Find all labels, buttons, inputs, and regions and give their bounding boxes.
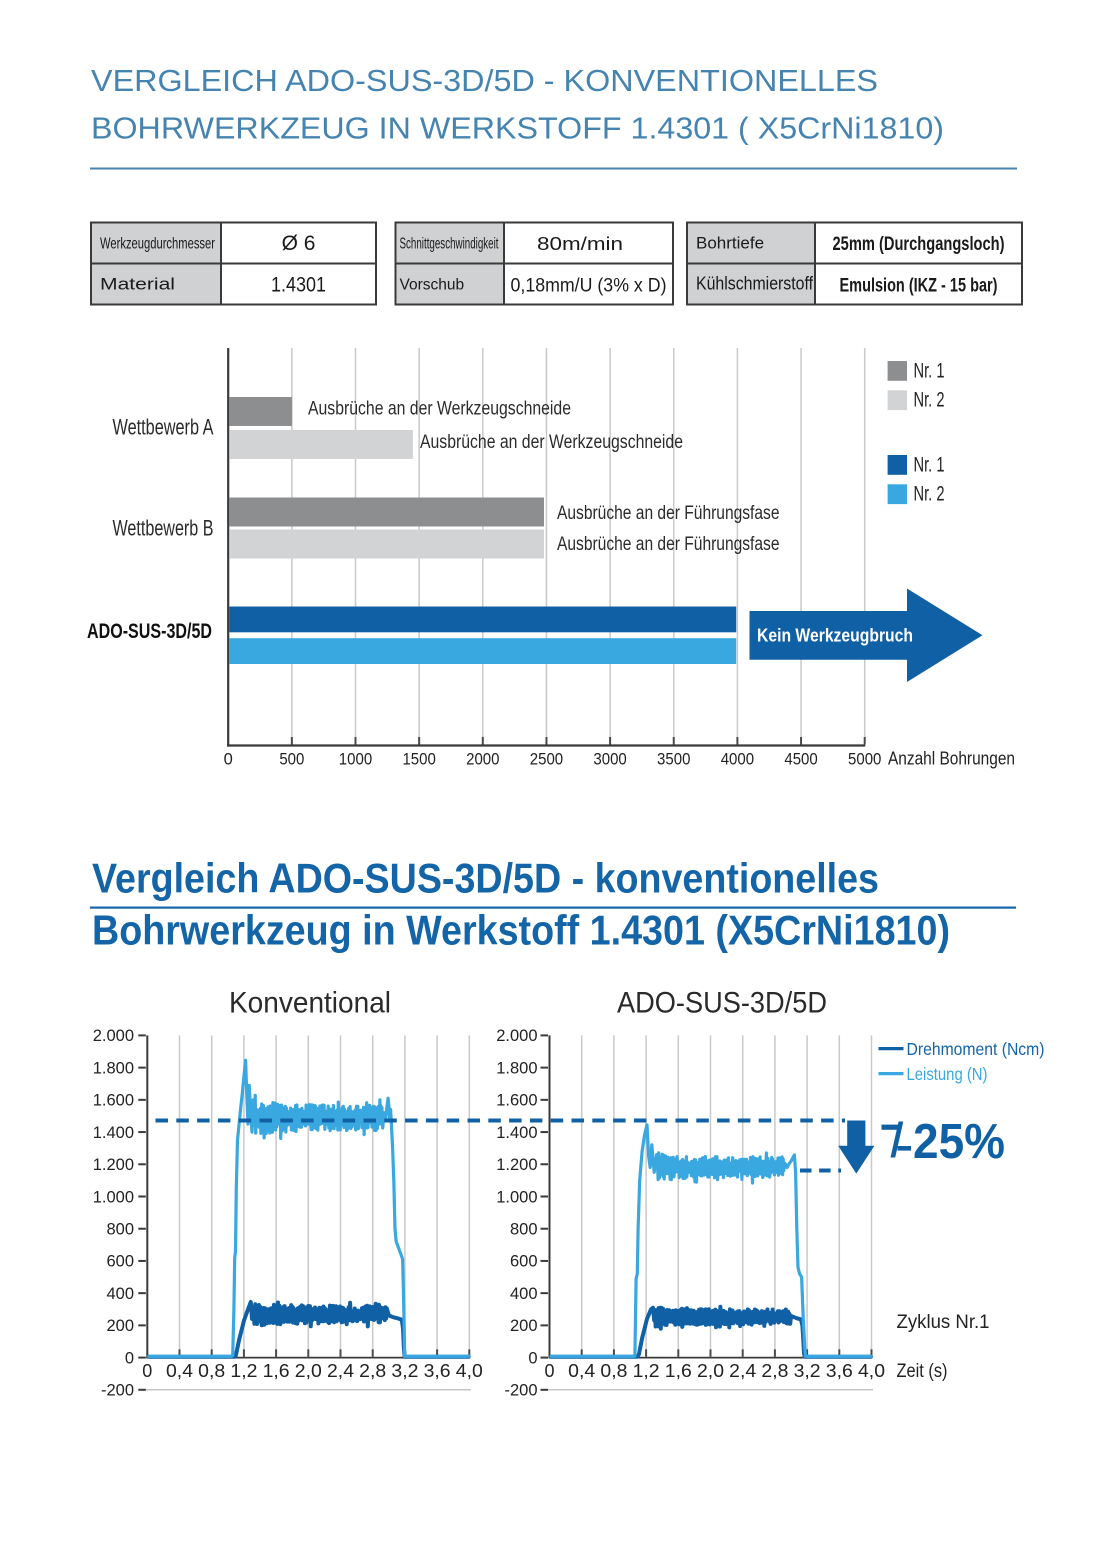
- svg-text:4,0: 4,0: [858, 1361, 885, 1381]
- svg-text:2.000: 2.000: [93, 1027, 134, 1045]
- svg-text:2000: 2000: [466, 751, 499, 769]
- svg-text:Anzahl Bohrungen: Anzahl Bohrungen: [888, 749, 1015, 769]
- svg-text:500: 500: [279, 751, 304, 769]
- svg-text:400: 400: [106, 1285, 134, 1303]
- svg-text:1.600: 1.600: [93, 1092, 134, 1110]
- svg-text:600: 600: [510, 1253, 538, 1271]
- svg-text:1,6: 1,6: [665, 1361, 692, 1381]
- svg-text:25%: 25%: [913, 1115, 1005, 1169]
- svg-text:Bohrwerkzeug in Werkstoff 1.43: Bohrwerkzeug in Werkstoff 1.4301 (X5CrNi…: [92, 906, 950, 953]
- svg-text:1,2: 1,2: [633, 1361, 660, 1381]
- svg-text:Werkzeugdurchmesser: Werkzeugdurchmesser: [100, 236, 215, 253]
- svg-text:1,2: 1,2: [230, 1361, 257, 1381]
- svg-text:Ø 6: Ø 6: [282, 232, 316, 255]
- svg-text:ADO-SUS-3D/5D: ADO-SUS-3D/5D: [87, 620, 212, 643]
- svg-text:1500: 1500: [402, 751, 435, 769]
- svg-text:0: 0: [528, 1349, 537, 1367]
- svg-text:Drehmoment (Ncm): Drehmoment (Ncm): [907, 1039, 1045, 1059]
- svg-text:-200: -200: [504, 1382, 537, 1400]
- svg-text:1.800: 1.800: [93, 1059, 134, 1077]
- svg-text:5000: 5000: [848, 751, 881, 769]
- svg-text:Konventional: Konventional: [229, 986, 391, 1019]
- svg-text:1.200: 1.200: [496, 1156, 537, 1174]
- svg-text:2,0: 2,0: [697, 1361, 724, 1381]
- svg-text:Ausbrüche an der Werkzeugschne: Ausbrüche an der Werkzeugschneide: [420, 432, 683, 453]
- svg-text:Ausbrüche an der Führungsfase: Ausbrüche an der Führungsfase: [557, 503, 780, 524]
- svg-text:Bohrtiefe: Bohrtiefe: [696, 234, 764, 253]
- svg-text:0: 0: [142, 1361, 152, 1381]
- svg-text:Zeit (s): Zeit (s): [897, 1361, 948, 1382]
- svg-text:200: 200: [106, 1317, 134, 1335]
- svg-text:ADO-SUS-3D/5D: ADO-SUS-3D/5D: [617, 986, 827, 1019]
- svg-text:3,2: 3,2: [391, 1361, 418, 1381]
- svg-text:600: 600: [106, 1253, 134, 1271]
- svg-text:2,4: 2,4: [327, 1361, 354, 1381]
- svg-text:4000: 4000: [721, 751, 754, 769]
- svg-text:4,0: 4,0: [456, 1361, 483, 1381]
- svg-text:VERGLEICH ADO-SUS-3D/5D - KONV: VERGLEICH ADO-SUS-3D/5D - KONVENTIONELLE…: [91, 63, 878, 98]
- svg-text:3,6: 3,6: [424, 1361, 451, 1381]
- svg-text:2,0: 2,0: [295, 1361, 322, 1381]
- svg-text:3500: 3500: [657, 751, 690, 769]
- svg-text:1.200: 1.200: [93, 1156, 134, 1174]
- svg-text:Material: Material: [100, 275, 175, 294]
- svg-text:1000: 1000: [339, 751, 372, 769]
- svg-text:0,18mm/U (3% x D): 0,18mm/U (3% x D): [511, 276, 667, 297]
- svg-text:Kein Werkzeugbruch: Kein Werkzeugbruch: [757, 625, 913, 646]
- svg-text:0,4: 0,4: [166, 1361, 193, 1381]
- svg-text:-200: -200: [101, 1382, 134, 1400]
- svg-text:Nr. 2: Nr. 2: [914, 483, 945, 506]
- svg-text:BOHRWERKZEUG IN WERKSTOFF 1.43: BOHRWERKZEUG IN WERKSTOFF 1.4301 ( X5CrN…: [91, 111, 944, 146]
- svg-text:Wettbewerb A: Wettbewerb A: [113, 415, 214, 440]
- svg-text:3000: 3000: [593, 751, 626, 769]
- svg-text:80m/min: 80m/min: [537, 233, 623, 254]
- svg-text:1.600: 1.600: [496, 1092, 537, 1110]
- svg-text:Nr. 2: Nr. 2: [914, 389, 945, 412]
- svg-text:800: 800: [106, 1221, 134, 1239]
- svg-text:Wettbewerb B: Wettbewerb B: [113, 516, 214, 541]
- svg-text:Kühlschmierstoff: Kühlschmierstoff: [696, 274, 814, 294]
- svg-text:1.000: 1.000: [93, 1188, 134, 1206]
- svg-text:Emulsion (IKZ - 15 bar): Emulsion (IKZ - 15 bar): [840, 276, 998, 297]
- svg-text:0,8: 0,8: [198, 1361, 225, 1381]
- svg-text:1.400: 1.400: [93, 1124, 134, 1142]
- svg-text:2.000: 2.000: [496, 1027, 537, 1045]
- svg-text:2500: 2500: [530, 751, 563, 769]
- svg-text:Leistung (N): Leistung (N): [907, 1064, 988, 1084]
- svg-text:Ausbrüche an der Führungsfase: Ausbrüche an der Führungsfase: [557, 534, 780, 555]
- svg-text:0,4: 0,4: [568, 1361, 595, 1381]
- svg-text:2,4: 2,4: [729, 1361, 756, 1381]
- svg-text:0: 0: [544, 1361, 554, 1381]
- svg-text:2,8: 2,8: [359, 1361, 386, 1381]
- svg-text:Schnittgeschwindigkeit: Schnittgeschwindigkeit: [400, 236, 499, 253]
- svg-text:1.4301: 1.4301: [271, 274, 326, 297]
- svg-text:Nr. 1: Nr. 1: [914, 359, 945, 382]
- svg-text:800: 800: [510, 1221, 538, 1239]
- svg-text:200: 200: [510, 1317, 538, 1335]
- svg-text:25mm (Durchgangsloch): 25mm (Durchgangsloch): [833, 234, 1005, 255]
- svg-text:Ausbrüche an der Werkzeugschne: Ausbrüche an der Werkzeugschneide: [308, 399, 571, 420]
- svg-text:400: 400: [510, 1285, 538, 1303]
- svg-text:0,8: 0,8: [600, 1361, 627, 1381]
- svg-text:1.800: 1.800: [496, 1059, 537, 1077]
- svg-text:Nr. 1: Nr. 1: [914, 453, 945, 476]
- svg-text:3,6: 3,6: [826, 1361, 853, 1381]
- svg-text:1.400: 1.400: [496, 1124, 537, 1142]
- svg-text:Vorschub: Vorschub: [400, 277, 465, 294]
- svg-text:0: 0: [125, 1349, 134, 1367]
- svg-text:Vergleich ADO-SUS-3D/5D - konv: Vergleich ADO-SUS-3D/5D - konventionelle…: [92, 855, 879, 902]
- svg-text:0: 0: [224, 751, 233, 769]
- svg-text:Zyklus Nr.1: Zyklus Nr.1: [897, 1312, 990, 1333]
- svg-text:2,8: 2,8: [761, 1361, 788, 1381]
- svg-text:1,6: 1,6: [263, 1361, 290, 1381]
- svg-text:3,2: 3,2: [794, 1361, 821, 1381]
- svg-text:1.000: 1.000: [496, 1188, 537, 1206]
- svg-text:4500: 4500: [784, 751, 817, 769]
